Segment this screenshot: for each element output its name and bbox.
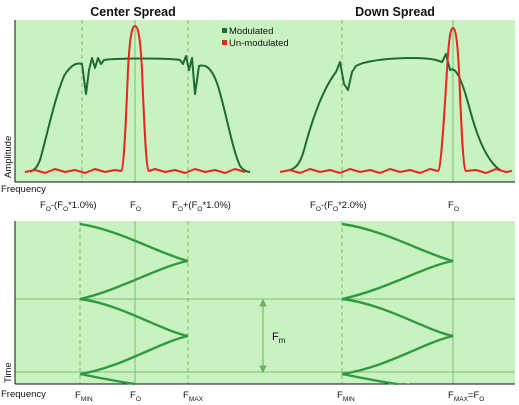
bottom-gridlines	[15, 221, 515, 384]
label-fmin-down: FMIN	[337, 390, 355, 403]
fm-period-arrow	[259, 298, 267, 374]
top-y-axis-label: Amplitude	[3, 136, 14, 178]
label-fo-bottom: FO	[130, 390, 141, 403]
center-profile-segment-3	[79, 297, 189, 338]
down-profile-segment-1	[341, 222, 454, 263]
center-time-frequency-profile	[79, 222, 189, 386]
label-fo-down: FO	[448, 200, 459, 213]
watermark: www.cntronics.com	[349, 382, 444, 394]
label-fo-minus-2pct: FO-(FO*2.0%)	[310, 200, 367, 213]
label-fo-minus-1pct: FO-(FO*1.0%)	[40, 200, 97, 213]
bottom-y-axis-label: Time	[3, 362, 14, 383]
center-profile-segment-2	[79, 259, 189, 301]
label-fo-plus-1pct: FO+(FO*1.0%)	[172, 200, 231, 213]
center-profile-segment-4	[79, 334, 189, 376]
down-modulated-curve	[289, 53, 501, 171]
legend-label-modulated: Modulated	[229, 26, 273, 37]
down-spread-title: Down Spread	[355, 5, 435, 19]
legend-swatch-unmodulated	[222, 40, 227, 45]
down-profile-segment-4	[341, 334, 454, 376]
down-time-frequency-profile	[341, 222, 454, 386]
down-profile-segment-5	[341, 372, 398, 386]
legend: Modulated Un-modulated	[222, 26, 289, 49]
center-profile-segment-1	[79, 222, 189, 263]
center-profile-segment-5	[79, 372, 136, 386]
bottom-x-axis-label: Frequency	[1, 389, 46, 400]
top-gridlines	[81, 20, 454, 182]
label-fo-center: FO	[130, 200, 141, 213]
legend-swatch-modulated	[222, 28, 227, 33]
down-unmodulated-curve	[279, 27, 513, 174]
label-fmax-down: FMAX=FO	[448, 390, 484, 403]
legend-label-unmodulated: Un-modulated	[229, 38, 289, 49]
center-spread-title: Center Spread	[90, 5, 175, 19]
bottom-panel-background	[15, 221, 515, 384]
axes-lines	[14, 20, 515, 385]
label-fmin-center: FMIN	[75, 390, 93, 403]
top-panel-background	[15, 20, 515, 182]
center-unmodulated-curve	[24, 25, 246, 174]
spectrum-curves	[24, 25, 513, 174]
label-fmax-center: FMAX	[183, 390, 204, 403]
top-x-axis-label: Frequency	[1, 184, 46, 195]
fm-label: Fm	[272, 331, 286, 345]
down-profile-segment-2	[341, 259, 454, 301]
center-modulated-curve	[29, 55, 251, 173]
down-profile-segment-3	[341, 297, 454, 338]
